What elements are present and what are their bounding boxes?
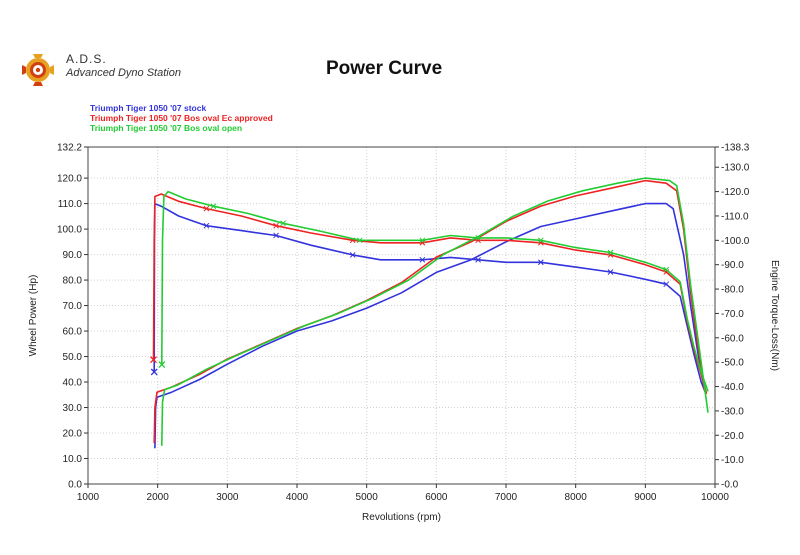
torque-marker-series-2 (210, 203, 217, 210)
torque-line-series-0 (153, 203, 707, 395)
torque-marker-series-0 (475, 256, 481, 263)
y-right-tick-label: -60.0 (721, 333, 744, 344)
x-tick-label: 5000 (356, 492, 379, 503)
x-tick-label: 9000 (634, 492, 657, 503)
y-right-tick-label: -10.0 (721, 455, 744, 466)
legend-entry-stock: Triumph Tiger 1050 '07 stock (90, 103, 207, 113)
y-left-tick-label: 10.0 (63, 454, 83, 465)
y-right-tick-label: -70.0 (721, 309, 744, 320)
y-right-tick-label: -80.0 (721, 285, 744, 296)
y-left-axis-label: Wheel Power (Hp) (28, 275, 39, 357)
torque-line-series-2 (161, 190, 709, 392)
y-right-tick-label: -130.0 (721, 163, 750, 174)
brand-full: Advanced Dyno Station (66, 67, 181, 79)
y-left-tick-label: 60.0 (63, 327, 83, 338)
torque-marker-series-0 (349, 252, 356, 258)
torque-marker-series-0 (419, 256, 426, 263)
legend: Triumph Tiger 1050 '07 stock Triumph Tig… (90, 103, 273, 133)
x-axis-label: Revolutions (rpm) (362, 512, 441, 523)
brand-block: A.D.S. Advanced Dyno Station (66, 52, 181, 79)
x-tick-label: 8000 (565, 492, 588, 503)
y-left-tick-label: 20.0 (63, 429, 83, 440)
y-left-tick-label: 90.0 (63, 250, 83, 261)
y-left-tick-label: 50.0 (63, 352, 83, 363)
y-left-tick-label: 0.0 (68, 480, 82, 491)
chart-title: Power Curve (326, 58, 443, 79)
y-right-tick-label: -20.0 (721, 431, 744, 442)
y-left-tick-label: 100.0 (57, 225, 82, 236)
y-left-tick-label: 120.0 (57, 174, 82, 185)
x-tick-label: 7000 (495, 492, 518, 503)
legend-entry-open: Triumph Tiger 1050 '07 Bos oval open (90, 123, 243, 133)
torque-marker-series-2 (419, 237, 426, 244)
y-left-tick-label: 40.0 (63, 378, 83, 389)
y-right-tick-label: -90.0 (721, 260, 744, 271)
y-right-tick-label: -40.0 (721, 382, 744, 393)
y-right-tick-label: -110.0 (721, 211, 749, 222)
legend-entry-ec: Triumph Tiger 1050 '07 Bos oval Ec appro… (90, 113, 273, 123)
torque-marker-series-0 (607, 269, 614, 275)
torque-marker-series-1 (203, 205, 210, 212)
y-right-tick-label: -138.3 (721, 143, 750, 154)
power-line-series-2 (161, 177, 709, 446)
torque-marker-series-2 (475, 235, 481, 241)
y-right-tick-label: -0.0 (721, 480, 739, 491)
gear-logo-icon (22, 54, 54, 86)
x-tick-label: 6000 (425, 492, 448, 503)
x-tick-label: 1000 (77, 492, 100, 503)
torque-marker-series-0 (203, 222, 210, 229)
y-right-tick-label: -50.0 (721, 358, 744, 369)
plot-frame (87, 146, 716, 485)
y-right-axis-label: Engine Torque-Loss(Nm) (769, 260, 780, 371)
start-marker-series-0 (150, 368, 158, 376)
torque-marker-series-2 (607, 249, 614, 256)
y-left-tick-label: 132.2 (57, 143, 82, 154)
torque-marker-series-0 (273, 232, 279, 239)
x-tick-label: 10000 (701, 492, 729, 503)
y-right-tick-label: -120.0 (721, 187, 750, 198)
torque-marker-series-2 (356, 237, 363, 244)
power-line-series-0 (154, 202, 706, 449)
y-left-tick-label: 80.0 (63, 276, 83, 287)
y-left-tick-label: 70.0 (63, 301, 83, 312)
torque-marker-series-2 (537, 237, 544, 244)
power-line-series-1 (153, 179, 706, 444)
x-tick-label: 3000 (216, 492, 239, 503)
start-marker-series-1 (150, 356, 157, 364)
torque-marker-series-2 (280, 220, 286, 227)
torque-marker-series-2 (663, 266, 670, 273)
y-left-tick-label: 30.0 (63, 403, 83, 414)
start-marker-series-2 (158, 361, 166, 369)
y-left-tick-label: 110.0 (58, 199, 83, 210)
torque-line-series-1 (152, 193, 708, 395)
x-tick-label: 2000 (147, 492, 170, 503)
y-right-tick-label: -100.0 (721, 236, 750, 247)
torque-marker-series-0 (663, 281, 670, 288)
x-tick-label: 4000 (286, 492, 309, 503)
y-right-tick-label: -30.0 (721, 406, 744, 417)
brand-short: A.D.S. (66, 52, 107, 66)
torque-marker-series-0 (537, 259, 544, 266)
torque-marker-series-1 (273, 222, 279, 229)
